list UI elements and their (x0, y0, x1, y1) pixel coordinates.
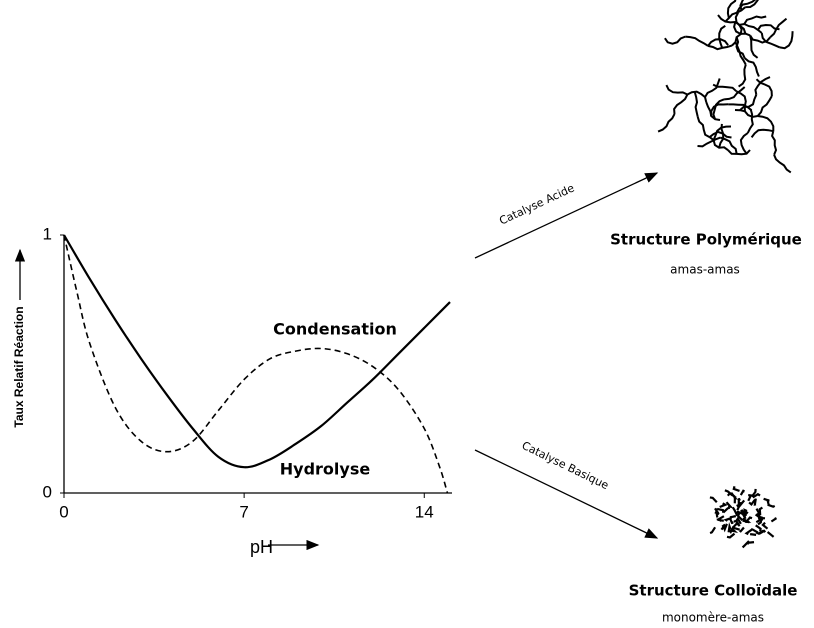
x-tick-label: 0 (59, 502, 68, 521)
series-line (64, 235, 447, 493)
y-tick-label: 1 (43, 224, 52, 243)
x-tick-label: 7 (239, 502, 248, 521)
structure-title: Structure Polymérique (610, 231, 802, 249)
colloid-strand (741, 490, 744, 495)
chart: 0 7 14 0 1 (43, 224, 452, 521)
polymer-branch (708, 39, 728, 46)
diagram: 0 7 14 0 1 pH Taux Relatif Réaction Condensa… (0, 0, 814, 628)
colloid-strand (759, 531, 765, 534)
colloid-strand (715, 512, 717, 518)
series-label: Condensation (273, 320, 397, 339)
polymer-branch (741, 133, 748, 154)
colloid-strand (710, 527, 715, 533)
colloid-strand (755, 499, 756, 505)
polymer-branch (695, 93, 698, 117)
colloid-strand (763, 523, 768, 529)
polymer-branch (739, 65, 746, 87)
polymer-branch (744, 17, 766, 24)
colloid-strand (740, 528, 744, 533)
polymer-branch (745, 58, 759, 76)
series-line (64, 235, 450, 467)
y-axis-label: Taux Relatif Réaction (12, 306, 26, 427)
structure-subtitle: monomère-amas (662, 611, 764, 625)
colloid-strand (760, 508, 763, 516)
polymer-branch (658, 114, 674, 132)
structure-subtitle: amas-amas (670, 263, 740, 277)
polymer-branch (758, 96, 772, 116)
polymer-branch (748, 110, 753, 133)
colloid-strand (750, 534, 756, 535)
arrow-label: Catalyse Acide (497, 181, 576, 227)
colloid-strand (727, 502, 731, 507)
polymer-branch (719, 26, 725, 48)
polymer-structure (658, 0, 793, 172)
polymer-branch (774, 155, 791, 173)
colloid-strand (723, 508, 729, 513)
colloid-strand (756, 525, 761, 531)
polymer-branch (762, 33, 780, 47)
polymer-branch (735, 42, 745, 65)
polymer-branch (728, 150, 750, 154)
structure-title: Structure Colloïdale (629, 582, 798, 600)
polymer-branch (713, 99, 724, 119)
polymer-branch (708, 46, 732, 50)
colloid-strand (740, 500, 744, 505)
x-tick-label: 14 (415, 502, 434, 521)
polymer-branch (665, 37, 685, 44)
polymer-branch (674, 95, 687, 114)
polymer-branch (772, 131, 776, 155)
polymer-branch (685, 37, 708, 46)
colloid-strand (728, 493, 735, 496)
polymer-branch (735, 110, 758, 117)
polymer-branch (698, 138, 721, 147)
polymer-branch (698, 117, 710, 137)
colloid-strand (751, 529, 758, 533)
polymer-branch (710, 132, 732, 138)
colloid-strand (771, 518, 776, 521)
x-axis-label: pH (250, 537, 273, 557)
colloid-strand (768, 532, 774, 537)
colloid-strand (748, 495, 751, 501)
colloid-strand (720, 503, 726, 507)
series-label: Hydrolyse (280, 460, 371, 479)
colloid-strand (733, 524, 738, 528)
colloid-strand (734, 486, 740, 491)
polymer-branch (666, 85, 687, 94)
colloid-structure (710, 486, 777, 547)
polymer-branch (732, 25, 742, 46)
polymer-branch (705, 79, 720, 98)
polymer-branch (752, 130, 774, 138)
colloid-strand (764, 499, 770, 501)
y-tick-label: 0 (43, 482, 52, 501)
colloid-strand (768, 505, 775, 507)
colloid-strand (710, 497, 717, 502)
polymer-branch (780, 31, 793, 48)
colloid-strand (727, 534, 735, 538)
colloid-strand (735, 497, 737, 503)
colloid-strand (737, 505, 740, 511)
colloid-strand (733, 507, 738, 515)
arrow-label: Catalyse Basique (520, 439, 611, 492)
polymer-branch (757, 79, 772, 96)
